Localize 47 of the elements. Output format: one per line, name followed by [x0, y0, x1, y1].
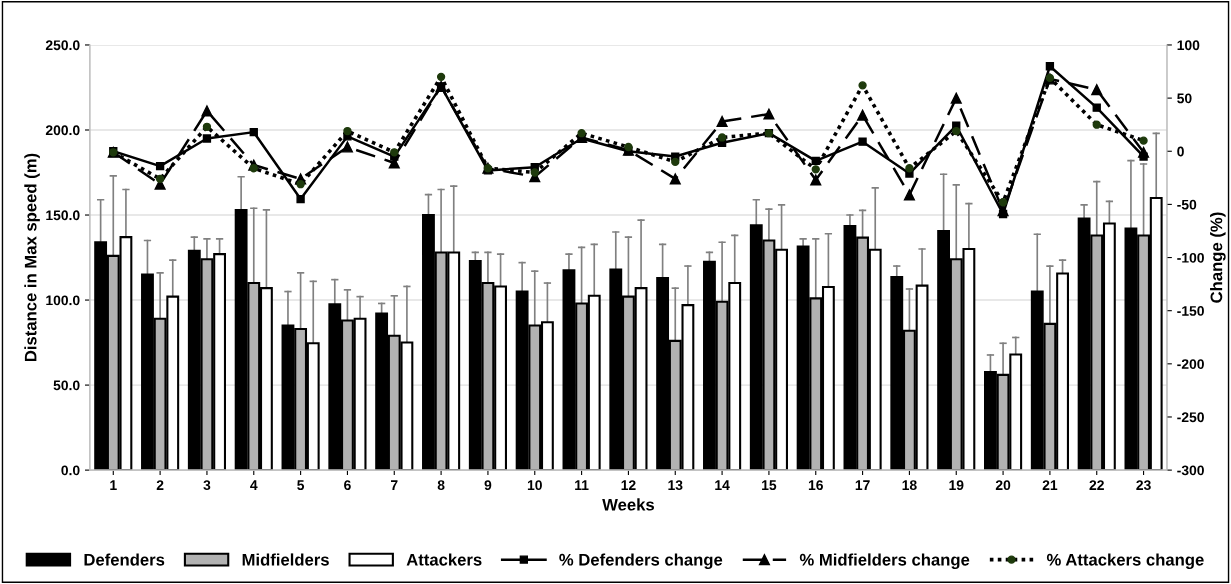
x-tick-label: 21 — [1042, 480, 1058, 490]
x-tick-label: 9 — [484, 480, 492, 491]
x-tick-label: 6 — [344, 480, 351, 491]
x-tick-label: 20 — [995, 480, 1011, 491]
y-tick-label: 0.0 — [61, 465, 80, 476]
x-tick-label: 19 — [949, 480, 964, 491]
x-tick-label: 5 — [297, 480, 305, 491]
y-axis-title: Distance in Max speed (m) — [24, 153, 40, 362]
legend-label: % Defenders change — [559, 553, 723, 569]
y-tick-label: 200.0 — [45, 125, 80, 136]
x-tick-label: 11 — [575, 480, 589, 490]
x-tick-label: 3 — [203, 480, 211, 491]
legend-label: % Midfielders change — [799, 553, 970, 569]
y2-tick-label: 0 — [1177, 146, 1184, 157]
x-tick-label: 14 — [715, 480, 730, 490]
y2-tick-label: -200 — [1177, 359, 1204, 369]
legend-label: Defenders — [84, 553, 165, 566]
y2-tick-label: -100 — [1177, 252, 1204, 263]
x-tick-label: 10 — [527, 480, 542, 491]
x-tick-label: 8 — [437, 480, 445, 491]
x-tick-label: 16 — [808, 480, 823, 491]
x-tick-label: 17 — [855, 480, 870, 490]
y-tick-label: 250.0 — [45, 40, 80, 51]
y-tick-label: 50.0 — [53, 380, 80, 391]
y2-axis-title: Change (%) — [1210, 212, 1226, 303]
y2-tick-label: -50 — [1177, 199, 1197, 210]
legend-label: Attackers — [406, 553, 482, 566]
y-tick-label: 150.0 — [46, 210, 80, 221]
x-tick-label: 4 — [250, 480, 258, 490]
y2-tick-label: -250 — [1177, 412, 1204, 423]
x-tick-label: 15 — [762, 480, 777, 491]
x-tick-label: 7 — [391, 480, 398, 490]
y2-tick-label: 50 — [1177, 93, 1192, 104]
y2-tick-label: 100 — [1177, 40, 1200, 51]
x-axis-title: Weeks — [602, 498, 654, 511]
x-tick-label: 12 — [621, 480, 636, 490]
y2-tick-label: -150 — [1177, 306, 1204, 316]
x-tick-label: 13 — [668, 480, 683, 491]
x-tick-label: 22 — [1089, 480, 1104, 490]
x-tick-label: 2 — [156, 480, 164, 490]
x-tick-label: 23 — [1136, 480, 1151, 491]
x-tick-label: 1 — [110, 480, 117, 490]
y-tick-label: 100.0 — [46, 295, 80, 306]
y2-tick-label: -300 — [1177, 465, 1204, 476]
legend-label: Midfielders — [242, 553, 329, 566]
legend-label: % Attackers change — [1046, 553, 1204, 569]
x-tick-label: 18 — [902, 480, 917, 491]
